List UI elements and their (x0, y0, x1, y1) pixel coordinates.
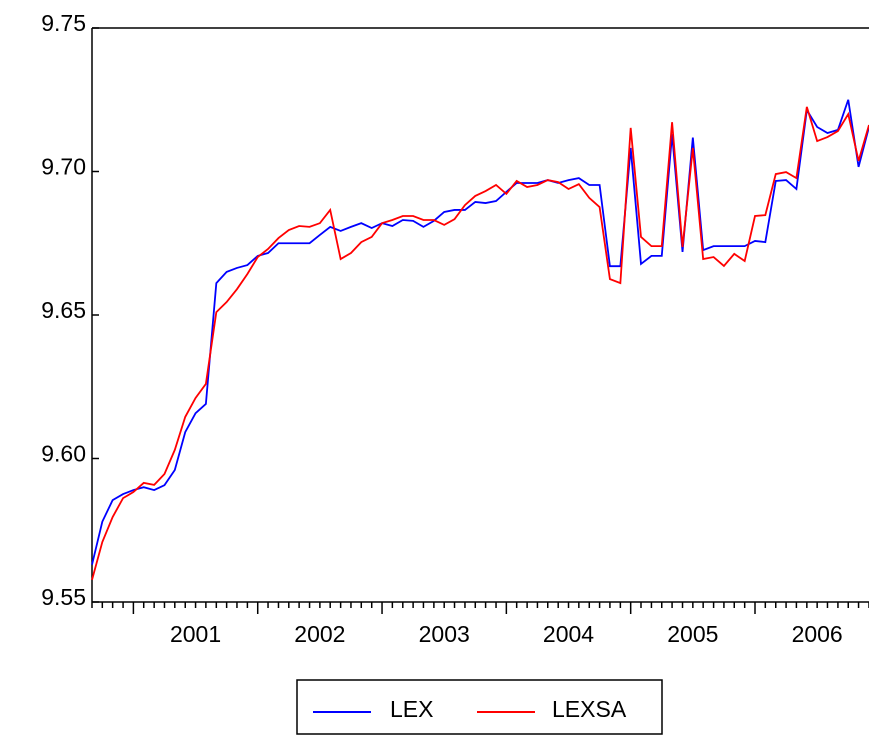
x-tick-label: 2005 (667, 621, 718, 647)
y-tick-label: 9.60 (41, 441, 86, 467)
y-tick-label: 9.75 (41, 10, 86, 36)
x-tick-label: 2004 (543, 621, 594, 647)
x-tick-label: 2006 (792, 621, 843, 647)
legend-label: LEXSA (552, 696, 627, 722)
series-line (91, 106, 869, 581)
plot-area (91, 99, 869, 581)
x-tick-label: 2001 (170, 621, 221, 647)
series-line (91, 99, 869, 565)
legend-label: LEX (390, 696, 433, 722)
legend-box (296, 679, 663, 735)
x-tick-label: 2002 (294, 621, 345, 647)
legend: LEX LEXSA (296, 679, 663, 735)
y-tick-label: 9.55 (41, 584, 86, 610)
x-tick-label: 2003 (419, 621, 470, 647)
y-tick-label: 9.65 (41, 297, 86, 323)
y-tick-label: 9.70 (41, 154, 86, 180)
